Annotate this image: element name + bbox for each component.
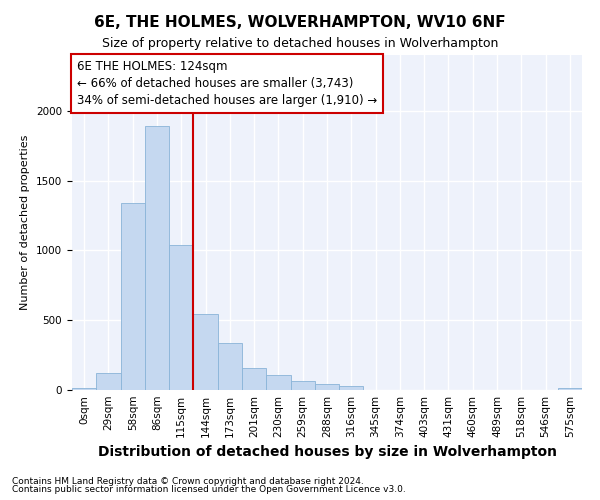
Bar bbox=[96, 373, 121, 390]
Text: 6E, THE HOLMES, WOLVERHAMPTON, WV10 6NF: 6E, THE HOLMES, WOLVERHAMPTON, WV10 6NF bbox=[94, 15, 506, 30]
Text: 6E THE HOLMES: 124sqm
← 66% of detached houses are smaller (3,743)
34% of semi-d: 6E THE HOLMES: 124sqm ← 66% of detached … bbox=[77, 60, 377, 107]
Bar bbox=[193, 314, 218, 390]
Bar bbox=[558, 388, 582, 390]
Bar bbox=[121, 203, 145, 390]
Bar bbox=[218, 343, 242, 390]
Bar bbox=[315, 384, 339, 390]
Bar bbox=[290, 382, 315, 390]
Bar bbox=[242, 368, 266, 390]
Bar bbox=[169, 245, 193, 390]
X-axis label: Distribution of detached houses by size in Wolverhampton: Distribution of detached houses by size … bbox=[97, 446, 557, 460]
Bar bbox=[339, 386, 364, 390]
Bar bbox=[72, 388, 96, 390]
Text: Contains public sector information licensed under the Open Government Licence v3: Contains public sector information licen… bbox=[12, 486, 406, 494]
Y-axis label: Number of detached properties: Number of detached properties bbox=[20, 135, 31, 310]
Text: Contains HM Land Registry data © Crown copyright and database right 2024.: Contains HM Land Registry data © Crown c… bbox=[12, 477, 364, 486]
Bar bbox=[145, 126, 169, 390]
Text: Size of property relative to detached houses in Wolverhampton: Size of property relative to detached ho… bbox=[102, 38, 498, 51]
Bar bbox=[266, 374, 290, 390]
